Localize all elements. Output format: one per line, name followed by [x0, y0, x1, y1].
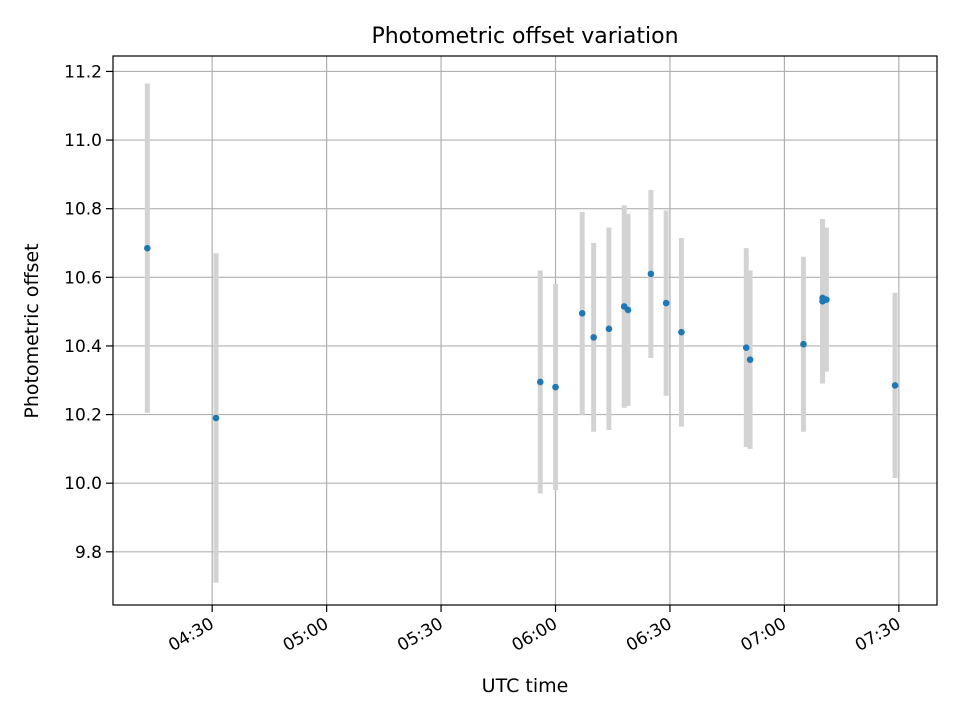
plot-frame	[112, 55, 938, 606]
y-axis-label: Photometric offset	[21, 243, 43, 418]
data-point	[536, 378, 544, 386]
y-tick-label: 10.2	[64, 406, 102, 426]
chart-title: Photometric offset variation	[371, 24, 678, 49]
y-tick-label: 10.6	[64, 268, 102, 288]
data-point	[144, 244, 151, 252]
data-point	[624, 306, 632, 314]
data-point	[578, 310, 586, 317]
y-tick-label: 9.8	[75, 543, 102, 563]
data-point	[647, 270, 655, 278]
data-point	[746, 356, 754, 363]
x-axis-label: UTC time	[482, 675, 569, 697]
y-tick-label: 10.0	[64, 474, 102, 494]
y-tick-label: 11.0	[64, 131, 102, 151]
y-tick-label: 10.4	[64, 337, 102, 357]
data-point	[742, 344, 750, 351]
y-tick-label: 11.2	[64, 62, 102, 82]
y-tick-label: 10.8	[64, 200, 102, 220]
data-point	[590, 334, 597, 341]
data-point	[800, 340, 807, 348]
data-point	[605, 325, 613, 333]
data-point	[823, 296, 830, 303]
data-point	[552, 383, 559, 391]
point-layer	[144, 244, 899, 422]
data-point	[212, 414, 220, 422]
data-point	[662, 299, 670, 307]
data-point	[891, 382, 899, 389]
data-point	[678, 328, 685, 336]
grid-layer	[113, 56, 937, 605]
